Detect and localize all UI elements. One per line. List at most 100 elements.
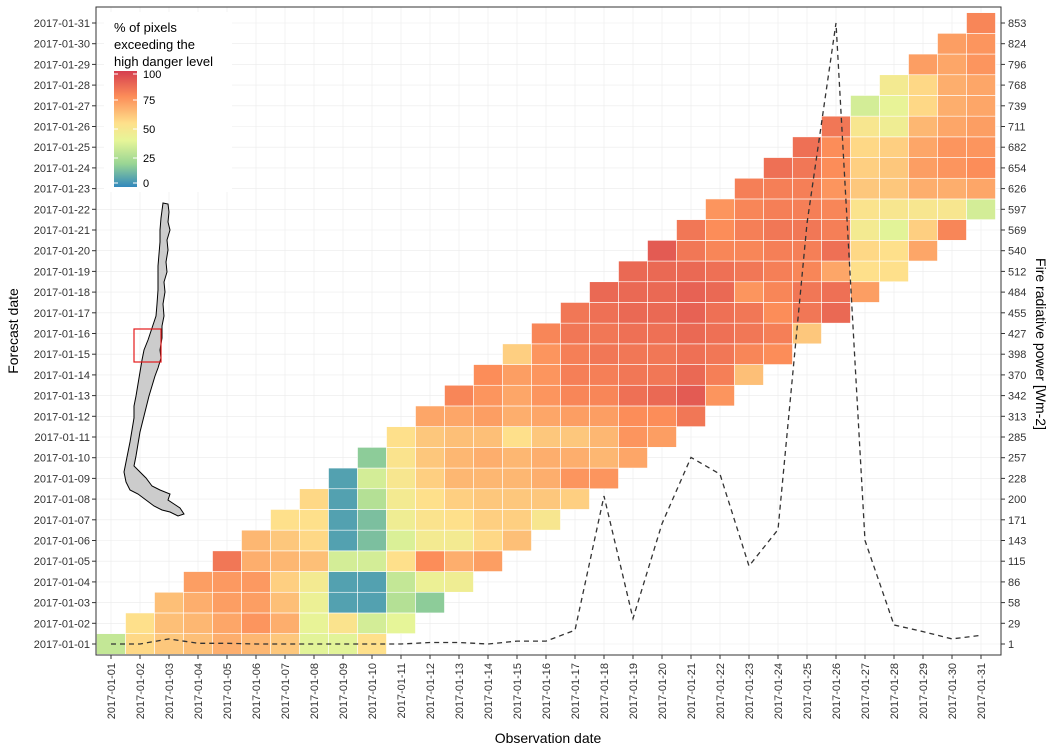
heatmap-cell (792, 157, 822, 179)
heatmap-cell (357, 571, 387, 593)
y2-tick-label: 682 (1008, 142, 1026, 154)
heatmap-cell (879, 157, 909, 179)
heatmap-cell (879, 219, 909, 241)
heatmap-cell (531, 509, 561, 531)
heatmap-cell (821, 219, 851, 241)
heatmap-cell (937, 95, 967, 117)
heatmap-cell (415, 529, 445, 552)
heatmap-cell (473, 405, 503, 427)
heatmap-cell (154, 633, 184, 655)
heatmap-cell (879, 198, 909, 220)
heatmap-cell (386, 488, 416, 510)
heatmap-cell (415, 467, 445, 490)
y2-tick-label: 739 (1008, 101, 1026, 113)
heatmap-cell (531, 322, 561, 345)
legend-colorbar (114, 71, 137, 187)
heatmap-cell (299, 488, 329, 510)
heatmap-cell (705, 240, 735, 262)
plot-border (95, 6, 1002, 656)
heatmap-cell (560, 302, 590, 324)
heatmap-cell (734, 260, 764, 283)
heatmap-cell (618, 447, 648, 469)
heatmap-cell (879, 260, 909, 283)
map-highlight-box (133, 328, 162, 363)
heatmap-cells (96, 12, 996, 655)
heatmap-cell (502, 488, 532, 510)
heatmap-cell (879, 95, 909, 117)
heatmap-cell (908, 136, 938, 158)
y2-tick-label: 370 (1008, 370, 1026, 382)
x-tick-label: 2017-01-15 (512, 663, 524, 719)
y-tick-label: 2017-01-29 (34, 59, 90, 71)
y2-tick-label: 228 (1008, 473, 1026, 485)
y-axis-ticks: 2017-01-01 2017-01-02 2017-01-03 2017-01-04… (34, 18, 96, 651)
heatmap-cell (763, 343, 793, 365)
heatmap-cell (531, 364, 561, 386)
x-tick-label: 2017-01-16 (541, 663, 553, 719)
x-tick-label: 2017-01-03 (164, 663, 176, 719)
y-axis-title: Forecast date (5, 288, 21, 374)
heatmap-cell (560, 343, 590, 365)
heatmap-cell (473, 467, 503, 490)
heatmap-cell (647, 405, 677, 427)
x-tick-label: 2017-01-05 (222, 663, 234, 719)
heatmap-cell (734, 364, 764, 386)
heatmap-cell (908, 198, 938, 220)
heatmap-cell (821, 240, 851, 262)
heatmap-cell (792, 260, 822, 283)
heatmap-cell (415, 405, 445, 427)
x-tick-label: 2017-01-06 (251, 663, 263, 719)
heatmap-cell (502, 364, 532, 386)
legend-title-line-1: % of pixels (114, 20, 177, 35)
heatmap-cell (531, 426, 561, 448)
heatmap-cell (589, 467, 619, 490)
heatmap-cell (937, 198, 967, 220)
heatmap-cell (966, 136, 996, 158)
heatmap-cell (473, 364, 503, 386)
heatmap-cell (328, 529, 358, 552)
y2-tick-label: 313 (1008, 411, 1026, 423)
heatmap-cell (299, 529, 329, 552)
y2-axis-ticks: 1 29 58 86 115 143 171 200 228 257 285 313 342 370 398… (1001, 18, 1026, 651)
x-tick-label: 2017-01-14 (483, 663, 495, 719)
heatmap-cell (879, 115, 909, 138)
heatmap-cell (444, 550, 474, 572)
heatmap-cell (357, 488, 387, 510)
y2-tick-label: 484 (1008, 287, 1026, 299)
frp-line (111, 22, 982, 645)
y-tick-label: 2017-01-10 (34, 453, 90, 465)
heatmap-cell (850, 281, 880, 303)
heatmap-cell (386, 571, 416, 593)
heatmap-cell (763, 177, 793, 200)
heatmap-cell (328, 550, 358, 572)
heatmap-cell (850, 95, 880, 117)
y-tick-label: 2017-01-05 (34, 556, 90, 568)
heatmap-cell (705, 343, 735, 365)
heatmap-cell (386, 426, 416, 448)
heatmap-cell (299, 612, 329, 634)
heatmap-cell (270, 529, 300, 552)
heatmap-cell (618, 343, 648, 365)
heatmap-cell (705, 322, 735, 345)
heatmap-cell (560, 447, 590, 469)
x-tick-label: 2017-01-24 (773, 663, 785, 719)
x-tick-label: 2017-01-02 (135, 663, 147, 719)
x-tick-label: 2017-01-09 (338, 663, 350, 719)
x-tick-label: 2017-01-13 (454, 663, 466, 719)
heatmap-cell (937, 115, 967, 138)
y-tick-label: 2017-01-18 (34, 287, 90, 299)
heatmap-cell (328, 633, 358, 655)
y2-tick-label: 171 (1008, 515, 1026, 527)
heatmap-cell (328, 612, 358, 634)
heatmap-cell (299, 571, 329, 593)
heatmap-cell (792, 177, 822, 200)
heatmap-cell (212, 571, 242, 593)
heatmap-cell (821, 281, 851, 303)
heatmap-cell (705, 198, 735, 220)
heatmap-cell (908, 240, 938, 262)
heatmap-cell (270, 571, 300, 593)
y2-tick-label: 427 (1008, 329, 1026, 341)
y2-tick-label: 626 (1008, 184, 1026, 196)
heatmap-cell (908, 115, 938, 138)
